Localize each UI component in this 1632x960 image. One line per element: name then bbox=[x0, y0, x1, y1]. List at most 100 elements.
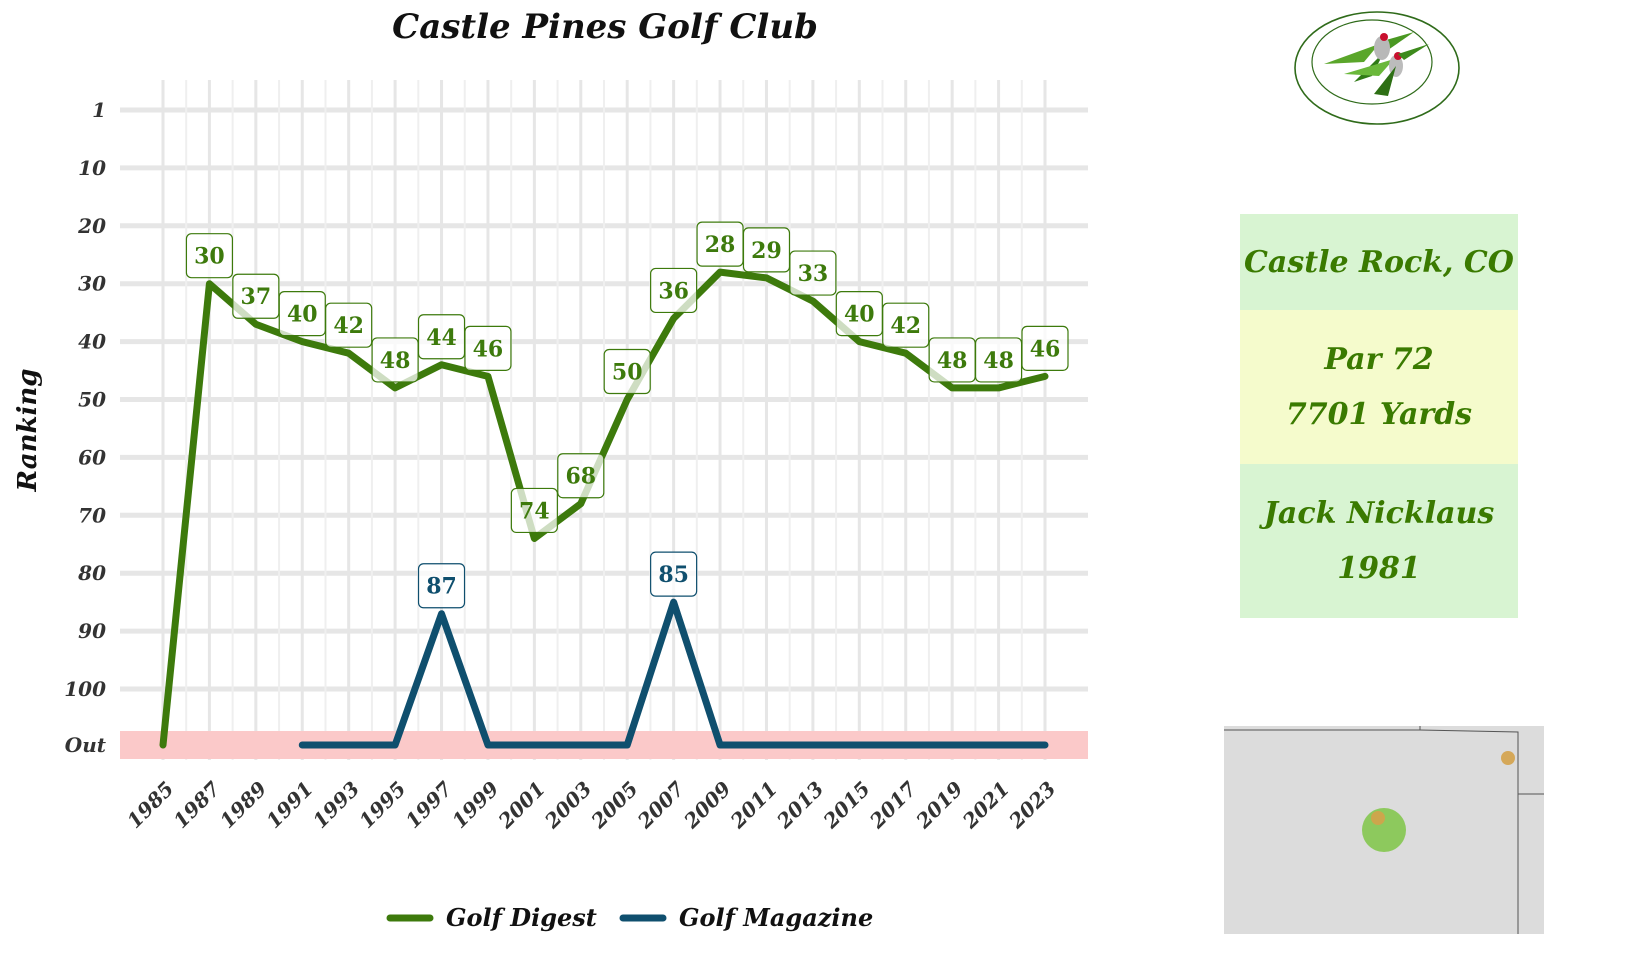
data-label-box bbox=[882, 302, 930, 348]
location-panel: Castle Rock, CO bbox=[1240, 214, 1518, 310]
y-tick-label: 40 bbox=[78, 330, 106, 354]
y-tick-label: Out bbox=[65, 733, 107, 757]
chart-title: Castle Pines Golf Club bbox=[392, 7, 818, 47]
par-text: Par 72 bbox=[1324, 342, 1434, 377]
x-tick-label: 1995 bbox=[354, 777, 410, 833]
architect-text: Jack Nicklaus bbox=[1263, 496, 1495, 531]
data-label-box bbox=[603, 348, 651, 395]
data-label-text: 42 bbox=[333, 313, 364, 339]
data-label: 42 bbox=[325, 302, 373, 348]
data-label: 48 bbox=[974, 337, 1023, 383]
x-tick-label: 2011 bbox=[725, 777, 782, 834]
data-label-box bbox=[650, 551, 698, 597]
data-label-text: 28 bbox=[705, 232, 736, 258]
data-label-text: 68 bbox=[565, 464, 596, 490]
x-tick-label: 2019 bbox=[911, 777, 968, 834]
x-tick-label: 1989 bbox=[215, 777, 271, 833]
y-tick-label: 100 bbox=[64, 677, 106, 701]
data-label: 46 bbox=[1021, 325, 1069, 371]
data-label-text: 48 bbox=[937, 348, 968, 374]
y-tick-label: 1 bbox=[92, 98, 106, 122]
y-axis-title: Ranking bbox=[13, 369, 43, 493]
data-label: 48 bbox=[928, 337, 976, 383]
y-tick-label: 10 bbox=[78, 156, 106, 180]
data-label: 85 bbox=[650, 551, 698, 597]
data-label-text: 50 bbox=[612, 360, 643, 386]
data-label-text: 46 bbox=[1030, 336, 1061, 362]
data-label: 48 bbox=[371, 337, 419, 383]
x-tick-label: 2015 bbox=[818, 777, 875, 834]
x-tick-label: 2021 bbox=[957, 777, 1014, 834]
x-tick-label: 2005 bbox=[586, 777, 643, 834]
x-tick-label: 1993 bbox=[308, 777, 364, 833]
data-label: 87 bbox=[417, 563, 466, 609]
y-tick-label: 20 bbox=[77, 214, 106, 238]
data-label-box bbox=[1021, 325, 1069, 371]
data-label: 68 bbox=[557, 453, 605, 499]
data-label: 33 bbox=[789, 250, 837, 296]
data-label: 28 bbox=[696, 221, 744, 267]
y-tick-label: 80 bbox=[77, 561, 106, 585]
series-line-golf-magazine bbox=[298, 598, 1049, 749]
nearby-marker bbox=[1371, 811, 1385, 825]
data-label-text: 74 bbox=[519, 498, 550, 524]
y-tick-label: 90 bbox=[78, 619, 106, 643]
data-label: 42 bbox=[882, 302, 930, 348]
legend-label: Golf Magazine bbox=[679, 903, 873, 932]
data-label-box bbox=[557, 453, 605, 499]
data-label-text: 48 bbox=[983, 348, 1014, 374]
data-label: 44 bbox=[417, 314, 466, 360]
data-label-text: 36 bbox=[658, 278, 689, 304]
x-tick-label: 2003 bbox=[539, 777, 596, 834]
x-tick-label: 2001 bbox=[493, 777, 550, 834]
data-label-text: 40 bbox=[844, 302, 875, 328]
data-label-text: 30 bbox=[194, 244, 225, 270]
data-label-box bbox=[185, 233, 234, 279]
data-label-box bbox=[464, 325, 512, 371]
data-label-box bbox=[742, 227, 791, 273]
y-tick-label: 70 bbox=[78, 503, 106, 527]
x-tick-label: 1997 bbox=[401, 777, 457, 833]
legend: Golf Digest Golf Magazine bbox=[386, 903, 873, 932]
nearby-marker bbox=[1501, 751, 1515, 765]
data-label-text: 44 bbox=[426, 325, 457, 351]
data-label-text: 33 bbox=[798, 261, 829, 287]
x-tick-label: 2017 bbox=[864, 777, 921, 834]
legend-label: Golf Digest bbox=[446, 903, 597, 932]
data-label-text: 37 bbox=[241, 284, 272, 310]
grid-layer bbox=[120, 80, 1088, 760]
data-label-box bbox=[650, 267, 698, 314]
data-label-box bbox=[417, 563, 466, 609]
data-label-layer: 30 37 40 42 48 44 46 74 68 50 36 28 29 33 40 42 48 48 46 87… bbox=[185, 221, 1069, 609]
x-tick-label: 2007 bbox=[632, 777, 689, 834]
x-tick-label: 1999 bbox=[447, 777, 503, 833]
series-layer bbox=[159, 268, 1049, 749]
yards-text: 7701 Yards bbox=[1285, 397, 1473, 432]
data-label-text: 42 bbox=[890, 313, 921, 339]
state-map-icon bbox=[1224, 726, 1544, 934]
architect-panel: Jack Nicklaus 1981 bbox=[1240, 464, 1518, 618]
x-tick-layer: 1985198719891991199319951997199920012003… bbox=[122, 777, 1060, 834]
data-label-text: 85 bbox=[658, 562, 689, 588]
data-label-box bbox=[789, 250, 837, 296]
data-label-box bbox=[510, 487, 558, 534]
data-label: 29 bbox=[742, 227, 791, 273]
x-tick-label: 1991 bbox=[261, 777, 317, 833]
data-label-box bbox=[371, 337, 419, 383]
data-label-text: 87 bbox=[426, 574, 457, 600]
hummingbird-logo-icon bbox=[1294, 11, 1460, 125]
y-tick-label: 50 bbox=[78, 388, 106, 412]
data-label-text: 40 bbox=[287, 302, 318, 328]
data-label: 50 bbox=[603, 348, 651, 395]
year-text: 1981 bbox=[1337, 551, 1421, 586]
data-label-text: 46 bbox=[473, 336, 504, 362]
data-label: 74 bbox=[510, 487, 558, 534]
location-text: Castle Rock, CO bbox=[1244, 244, 1514, 280]
x-tick-label: 2013 bbox=[771, 777, 828, 834]
data-label: 40 bbox=[278, 291, 326, 337]
y-tick-layer: 1 10 20 30 40 50 60 70 80 90 100 Out bbox=[64, 98, 107, 757]
y-tick-label: 30 bbox=[78, 272, 106, 296]
data-label: 36 bbox=[650, 267, 698, 314]
data-label-text: 48 bbox=[380, 348, 411, 374]
x-tick-label: 1987 bbox=[169, 777, 225, 833]
